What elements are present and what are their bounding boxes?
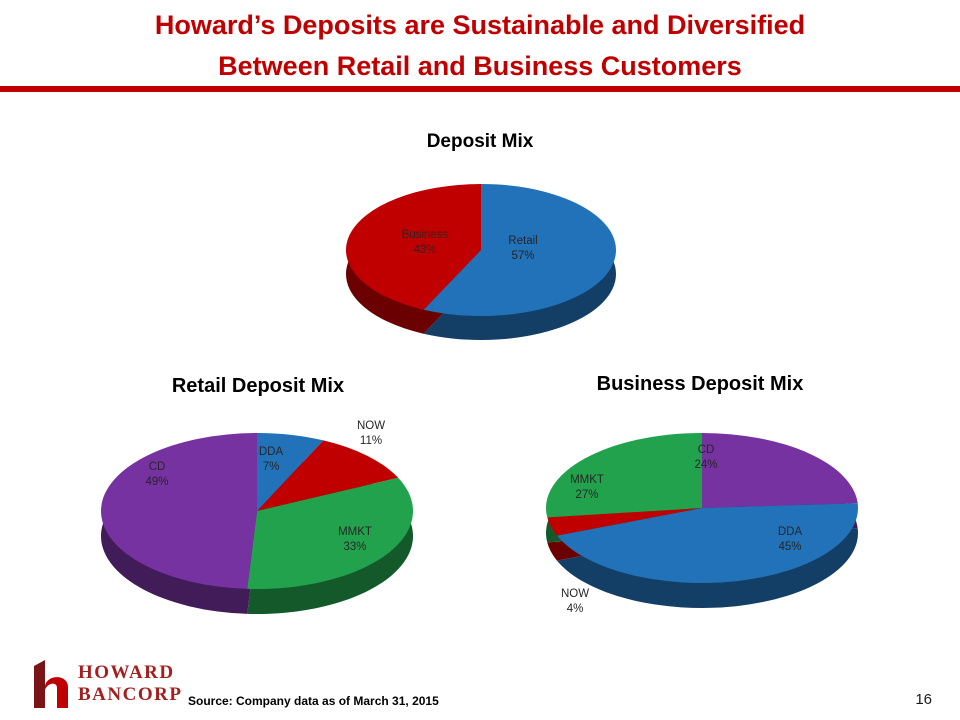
slide-title-line2: Between Retail and Business Customers [218, 51, 742, 81]
title-rule [0, 86, 960, 92]
slide-title: Howard’s Deposits are Sustainable and Di… [0, 5, 960, 87]
retail-deposit-mix-pie [101, 433, 414, 614]
pie-label-name: Business [401, 229, 449, 241]
pie-label: Business 43% [385, 228, 465, 258]
pie-label: NOW 11% [341, 419, 401, 449]
howard-bancorp-logo: HOWARD BANCORP [28, 658, 182, 710]
deposit-mix-chart: Business 43% Retail 57% [345, 180, 617, 350]
retail-deposit-mix-chart: CD 49% DDA 7% NOW 11% MMKT 33% [100, 415, 415, 630]
pie-label: NOW 4% [545, 587, 605, 617]
pie-label-name: CD [697, 444, 715, 456]
pie-label-pct: 43% [413, 244, 437, 256]
slide-title-line1: Howard’s Deposits are Sustainable and Di… [154, 10, 806, 40]
pie-label: CD 24% [676, 443, 736, 473]
source-note: Source: Company data as of March 31, 201… [188, 694, 439, 708]
deposit-mix-pie [346, 184, 616, 340]
pie-label-pct: 7% [262, 461, 280, 473]
pie-label-pct: 49% [145, 476, 169, 488]
business-deposit-mix-title: Business Deposit Mix [596, 373, 804, 395]
howard-bancorp-logo-icon [34, 660, 68, 708]
pie-label-pct: 11% [359, 435, 383, 447]
pie-label: CD 49% [127, 460, 187, 490]
pie-label-pct: 45% [778, 541, 802, 553]
pie-label-pct: 24% [694, 459, 718, 471]
pie-label-pct: 57% [511, 250, 535, 262]
pie-label: MMKT 33% [325, 525, 385, 555]
pie-label-pct: 33% [343, 541, 367, 553]
pie-label-pct: 27% [575, 489, 599, 501]
page-number: 16 [915, 691, 932, 708]
deposit-mix-title: Deposit Mix [426, 131, 534, 152]
pie-label-name: MMKT [570, 474, 604, 486]
pie-label: DDA 7% [241, 445, 301, 475]
logo-line2: BANCORP [78, 684, 183, 705]
business-deposit-mix-pie [546, 433, 858, 608]
logo-line1: HOWARD [78, 662, 175, 683]
pie-label-name: DDA [777, 526, 803, 538]
pie-label: Retail 57% [483, 234, 563, 264]
pie-label-name: NOW [560, 588, 590, 600]
pie-label: MMKT 27% [557, 473, 617, 503]
pie-label-name: CD [148, 461, 166, 473]
pie-label-name: NOW [356, 420, 386, 432]
pie-label-name: Retail [508, 235, 538, 247]
pie-label-name: MMKT [338, 526, 372, 538]
business-deposit-mix-chart: MMKT 27% CD 24% DDA 45% NOW 4% [545, 415, 860, 630]
pie-label-pct: 4% [566, 603, 584, 615]
retail-deposit-mix-title: Retail Deposit Mix [171, 375, 345, 397]
logo-text: HOWARD BANCORP [78, 662, 182, 706]
pie-label: DDA 45% [760, 525, 820, 555]
pie-label-name: DDA [258, 446, 284, 458]
